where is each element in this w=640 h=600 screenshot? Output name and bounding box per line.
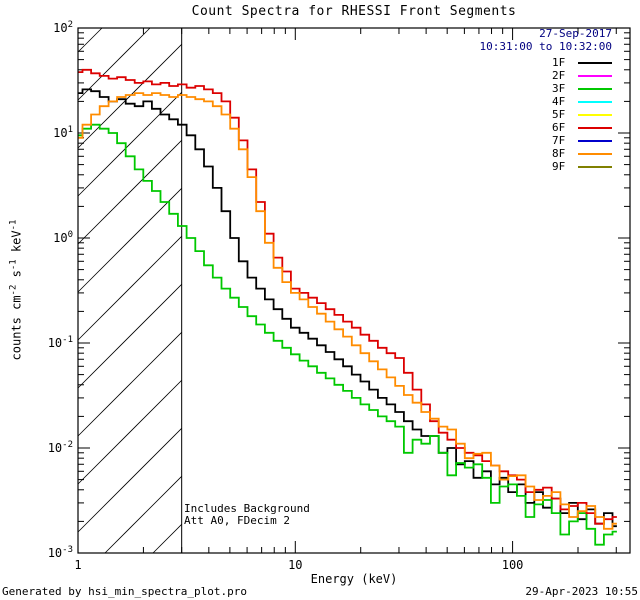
plot-annotations: Includes Background Att A0, FDecim 2 <box>184 503 310 527</box>
series-6F-curve <box>78 68 617 525</box>
segment-legend: 1F 2F 3F 4F 5F 6F 7F 8F 9F <box>552 56 612 173</box>
y-tick-label: 100 <box>53 230 73 245</box>
legend-swatch <box>578 74 612 77</box>
legend-label: 4F <box>552 95 566 108</box>
legend-item-4F: 4F <box>552 95 612 108</box>
legend-swatch <box>578 113 612 116</box>
legend-swatch <box>578 152 612 155</box>
y-tick-label: 101 <box>53 125 73 140</box>
y-tick-label: 10-2 <box>48 440 73 455</box>
axis-ticks <box>77 27 630 554</box>
legend-item-1F: 1F <box>552 56 612 69</box>
generation-timestamp: 29-Apr-2023 10:55 <box>525 585 638 598</box>
legend-swatch <box>578 139 612 142</box>
legend-swatch <box>578 87 612 90</box>
legend-item-3F: 3F <box>552 82 612 95</box>
x-tick-label: 10 <box>288 558 302 572</box>
generator-credit: Generated by hsi_min_spectra_plot.pro <box>2 585 248 598</box>
series-8F-curve <box>78 92 617 530</box>
y-tick-label: 102 <box>53 20 73 35</box>
legend-label: 1F <box>552 56 566 69</box>
legend-label: 5F <box>552 108 566 121</box>
legend-swatch <box>578 61 612 64</box>
legend-label: 3F <box>552 82 566 95</box>
observation-date: 27-Sep-2017 <box>539 27 612 40</box>
legend-label: 8F <box>552 147 566 160</box>
legend-swatch <box>578 126 612 129</box>
legend-item-8F: 8F <box>552 147 612 160</box>
chart-title: Count Spectra for RHESSI Front Segments <box>191 4 517 19</box>
tick-labels: 1 10 100 102 101 100 10-1 10-2 10-3 <box>48 20 524 572</box>
x-tick-label: 100 <box>502 558 524 572</box>
x-tick-label: 1 <box>74 558 81 572</box>
background-note: Includes Background <box>184 502 310 515</box>
hatch-region <box>77 27 183 554</box>
legend-label: 7F <box>552 134 566 147</box>
legend-item-7F: 7F <box>552 134 612 147</box>
plot-frame <box>77 27 631 554</box>
legend-label: 2F <box>552 69 566 82</box>
legend-item-5F: 5F <box>552 108 612 121</box>
legend-swatch <box>578 100 612 103</box>
legend-item-9F: 9F <box>552 160 612 173</box>
attenuator-note: Att A0, FDecim 2 <box>184 514 290 527</box>
y-axis-title: counts cm-2 s-1 keV-1 <box>8 219 24 361</box>
spectra-curves <box>78 68 617 546</box>
series-3F-curve <box>78 123 617 546</box>
y-tick-label: 10-3 <box>48 545 73 560</box>
x-axis-title: Energy (keV) <box>310 572 398 586</box>
legend-item-6F: 6F <box>552 121 612 134</box>
series-1F-curve <box>78 88 617 528</box>
legend-swatch <box>578 165 612 168</box>
legend-label: 9F <box>552 160 566 173</box>
observation-time-range: 10:31:00 to 10:32:00 <box>479 40 612 53</box>
observation-time-block: 27-Sep-2017 10:31:00 to 10:32:00 <box>480 27 612 53</box>
y-tick-label: 10-1 <box>48 335 73 350</box>
legend-item-2F: 2F <box>552 69 612 82</box>
legend-label: 6F <box>552 121 566 134</box>
